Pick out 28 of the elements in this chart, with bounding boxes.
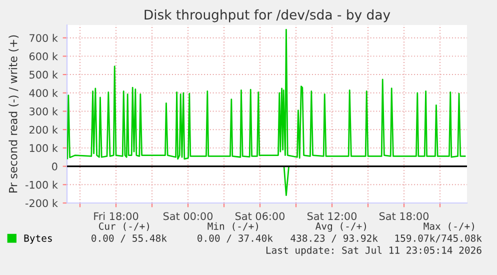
text: Min (-/+) — [208, 222, 258, 231]
text: Max (-/+) — [424, 222, 474, 231]
text: 0.00 / 37.40k — [198, 234, 273, 243]
x-tick-label: Fri 18:00 — [94, 212, 138, 220]
x-tick-label: Sat 12:00 — [307, 212, 357, 220]
text: Avg (-/+) — [316, 222, 366, 232]
text: 0.00 / 55.48k — [92, 234, 167, 243]
y-tick-label: 200 k — [30, 126, 58, 134]
text: 159.07k/745.08k — [395, 234, 482, 243]
text: 438.23 / 93.92k — [290, 234, 378, 243]
y-axis-title: Pr second read (-) / write (+) — [8, 35, 19, 193]
y-tick-label: 300 k — [30, 107, 58, 116]
chart-title: Disk throughput for /dev/sda - by day — [144, 9, 390, 22]
y-tick-label: 400 k — [29, 88, 58, 98]
legend-label: Bytes — [24, 234, 52, 244]
x-tick-label: Sat 06:00 — [235, 212, 285, 220]
text: Cur (-/+) — [98, 222, 149, 231]
y-tick-label: 700 k — [30, 34, 58, 42]
text: Last update: Sat Jul 11 23:05:14 2026 — [266, 246, 482, 256]
x-tick-label: Sat 00:00 — [163, 212, 213, 220]
y-tick-label: -100 k — [26, 180, 58, 189]
y-tick-label: 500 k — [30, 70, 58, 79]
x-tick-label: Sat 18:00 — [379, 212, 429, 220]
line-series — [67, 28, 466, 160]
y-tick-label: 0 — [52, 162, 58, 170]
y-tick-label: 100 k — [30, 144, 58, 152]
y-tick-label: -200 k — [26, 199, 58, 208]
y-tick-label: 600 k — [29, 52, 58, 60]
